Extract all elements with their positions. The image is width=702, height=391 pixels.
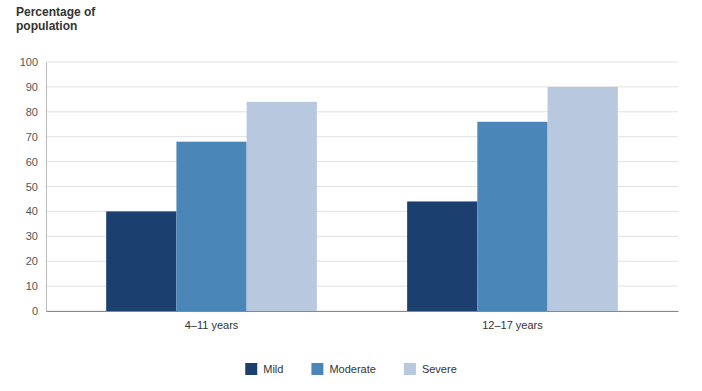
y-axis: 0 10 20 30 40 50 60 70 80 90 100	[20, 56, 47, 317]
legend-swatch	[404, 363, 416, 375]
bar	[247, 102, 317, 311]
y-tick: 100	[20, 56, 46, 68]
bar	[407, 201, 477, 311]
legend-label: Moderate	[329, 363, 375, 375]
y-tick-label: 80	[26, 106, 38, 118]
y-tick-label: 10	[26, 280, 38, 292]
y-tick-label: 60	[26, 156, 38, 168]
grid-line	[46, 62, 678, 63]
chart-container: 0 10 20 30 40 50 60 70 80 90 100 4–11 years 12–17 ye…	[0, 0, 702, 391]
legend-item: Mild	[245, 363, 283, 375]
y-tick-label: 100	[20, 56, 38, 68]
y-tick: 50	[26, 181, 46, 193]
x-tick: 12–17 years	[482, 311, 543, 331]
bar	[176, 142, 246, 311]
y-axis-title-line: population	[16, 19, 77, 33]
y-tick: 60	[26, 156, 46, 168]
y-tick: 80	[26, 106, 46, 118]
legend-item: Moderate	[311, 363, 375, 375]
y-tick-label: 50	[26, 181, 38, 193]
legend-item: Severe	[404, 363, 457, 375]
y-tick-label: 70	[26, 131, 38, 143]
x-tick-label: 12–17 years	[482, 319, 543, 331]
legend-swatch	[311, 363, 323, 375]
legend-swatch	[245, 363, 257, 375]
y-tick-label: 20	[26, 255, 38, 267]
y-tick: 20	[26, 255, 46, 267]
y-axis-title-line: Percentage of	[16, 5, 96, 19]
y-tick-label: 90	[26, 81, 38, 93]
bar-group	[407, 87, 618, 311]
legend: Mild Moderate Severe	[245, 363, 457, 375]
legend-label: Mild	[263, 363, 283, 375]
plot: 0 10 20 30 40 50 60 70 80 90 100 4–11 years 12–17 ye…	[20, 56, 679, 331]
bars	[106, 87, 618, 311]
y-axis-line	[46, 63, 47, 312]
bar	[477, 122, 547, 311]
chart: 0 10 20 30 40 50 60 70 80 90 100 4–11 years 12–17 ye…	[0, 0, 702, 391]
y-tick-label: 30	[26, 230, 38, 242]
x-axis: 4–11 years 12–17 years	[47, 311, 679, 331]
y-axis-title: Percentage ofpopulation	[16, 5, 96, 33]
legend-label: Severe	[422, 363, 457, 375]
bar-group	[106, 102, 317, 311]
y-tick-label: 0	[32, 305, 38, 317]
y-tick: 0	[32, 305, 46, 317]
y-tick: 40	[26, 205, 46, 217]
y-tick: 30	[26, 230, 46, 242]
y-tick: 70	[26, 131, 46, 143]
bar	[106, 211, 176, 311]
grid	[46, 62, 678, 311]
y-tick: 10	[26, 280, 46, 292]
x-tick-label: 4–11 years	[185, 319, 239, 331]
x-tick: 4–11 years	[185, 311, 239, 331]
y-tick: 90	[26, 81, 46, 93]
bar	[548, 87, 618, 311]
y-tick-label: 40	[26, 205, 38, 217]
x-axis-line	[47, 311, 679, 312]
